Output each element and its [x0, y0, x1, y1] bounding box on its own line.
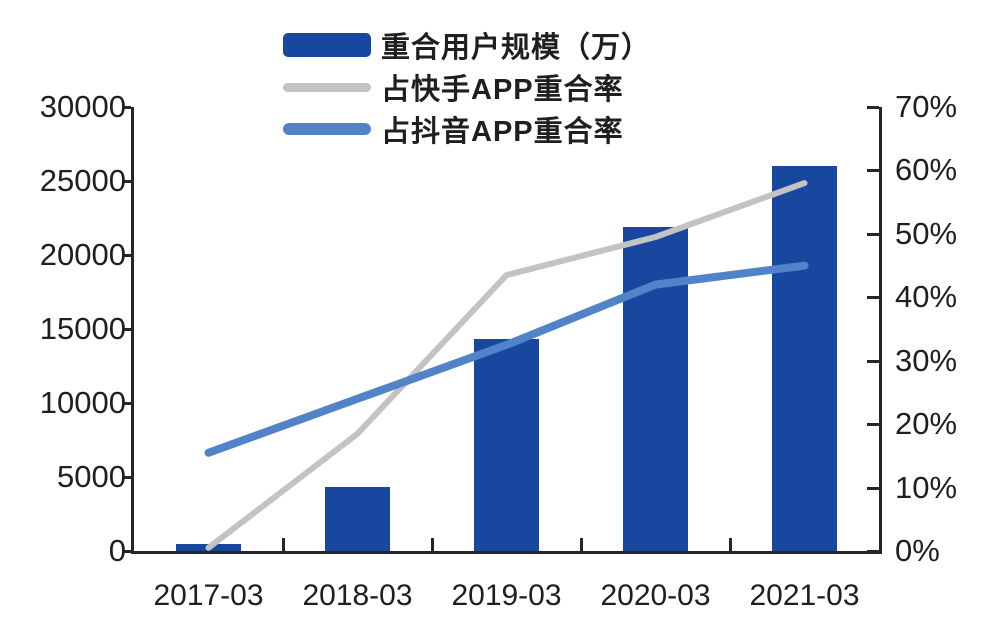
x-axis-label-2018-03: 2018-03	[302, 579, 413, 612]
douyin-rate-line	[204, 261, 809, 457]
x-axis-tick	[431, 538, 434, 551]
x-axis-tick	[580, 538, 583, 551]
left-axis-label: 0	[108, 533, 126, 568]
x-axis-label-2017-03: 2017-03	[153, 579, 264, 612]
legend-blue-line-swatch-wrap	[283, 123, 371, 135]
right-axis-line	[879, 107, 882, 554]
left-axis-label: 10000	[39, 385, 126, 420]
right-axis-tick	[867, 232, 879, 236]
left-axis-label: 15000	[39, 311, 126, 346]
kuaishou-rate-line	[205, 180, 808, 551]
right-axis-label: 70%	[895, 89, 958, 124]
x-axis-label-2021-03: 2021-03	[749, 579, 860, 612]
right-axis-tick	[867, 550, 879, 553]
left-axis-tick	[122, 328, 131, 331]
gray-line-swatch-icon	[283, 82, 371, 92]
left-axis-line	[131, 107, 134, 554]
x-axis-tick	[282, 538, 285, 551]
left-axis-label: 20000	[39, 237, 126, 272]
legend-label-douyin-rate: 占抖音APP重合率	[381, 116, 624, 148]
x-axis-tick	[729, 538, 732, 551]
left-axis-tick	[122, 476, 131, 479]
bar-2018-03	[325, 487, 390, 551]
left-axis-label: 25000	[39, 163, 126, 198]
right-axis-label: 50%	[895, 215, 958, 251]
right-axis-tick	[867, 486, 879, 490]
blue-line-swatch-icon	[283, 123, 371, 135]
legend-item-kuaishou-rate: 占快手APP重合率	[283, 68, 651, 106]
x-axis-label-2019-03: 2019-03	[451, 579, 562, 612]
right-axis-label: 10%	[895, 469, 958, 505]
x-axis-label-2020-03: 2020-03	[600, 579, 711, 612]
right-axis-tick	[867, 169, 879, 173]
right-axis-label: 30%	[895, 342, 958, 378]
left-axis-label: 5000	[57, 459, 126, 494]
x-axis-line	[131, 551, 882, 554]
right-axis-label: 40%	[895, 279, 958, 315]
left-axis-tick	[122, 254, 131, 257]
legend-label-kuaishou-rate: 占快手APP重合率	[381, 74, 624, 106]
left-axis-tick	[122, 180, 131, 183]
right-axis-tick	[867, 359, 879, 363]
right-axis-label: 0%	[895, 533, 940, 568]
legend-gray-line-swatch-wrap	[283, 82, 371, 92]
left-axis-tick	[122, 402, 131, 405]
bar-2021-03	[772, 166, 837, 551]
legend-item-douyin-rate: 占抖音APP重合率	[283, 110, 651, 148]
line-series-overlay	[204, 180, 809, 551]
left-axis-tick	[122, 550, 131, 553]
legend-label-overlap-users: 重合用户规模（万）	[381, 32, 652, 64]
left-axis-tick	[122, 106, 131, 109]
right-axis-label: 60%	[895, 152, 958, 188]
legend-bar-swatch-wrap	[283, 33, 371, 57]
left-axis-label: 30000	[39, 89, 126, 124]
right-axis-tick	[867, 423, 879, 427]
legend-item-overlap-users: 重合用户规模（万）	[283, 26, 651, 64]
bar-2019-03	[474, 339, 539, 551]
right-axis-tick	[867, 296, 879, 300]
legend: 重合用户规模（万） 占快手APP重合率 占抖音APP重合率	[283, 26, 651, 148]
bar-swatch-icon	[283, 33, 371, 57]
right-axis-label: 20%	[895, 406, 958, 442]
right-axis-tick	[867, 106, 879, 109]
